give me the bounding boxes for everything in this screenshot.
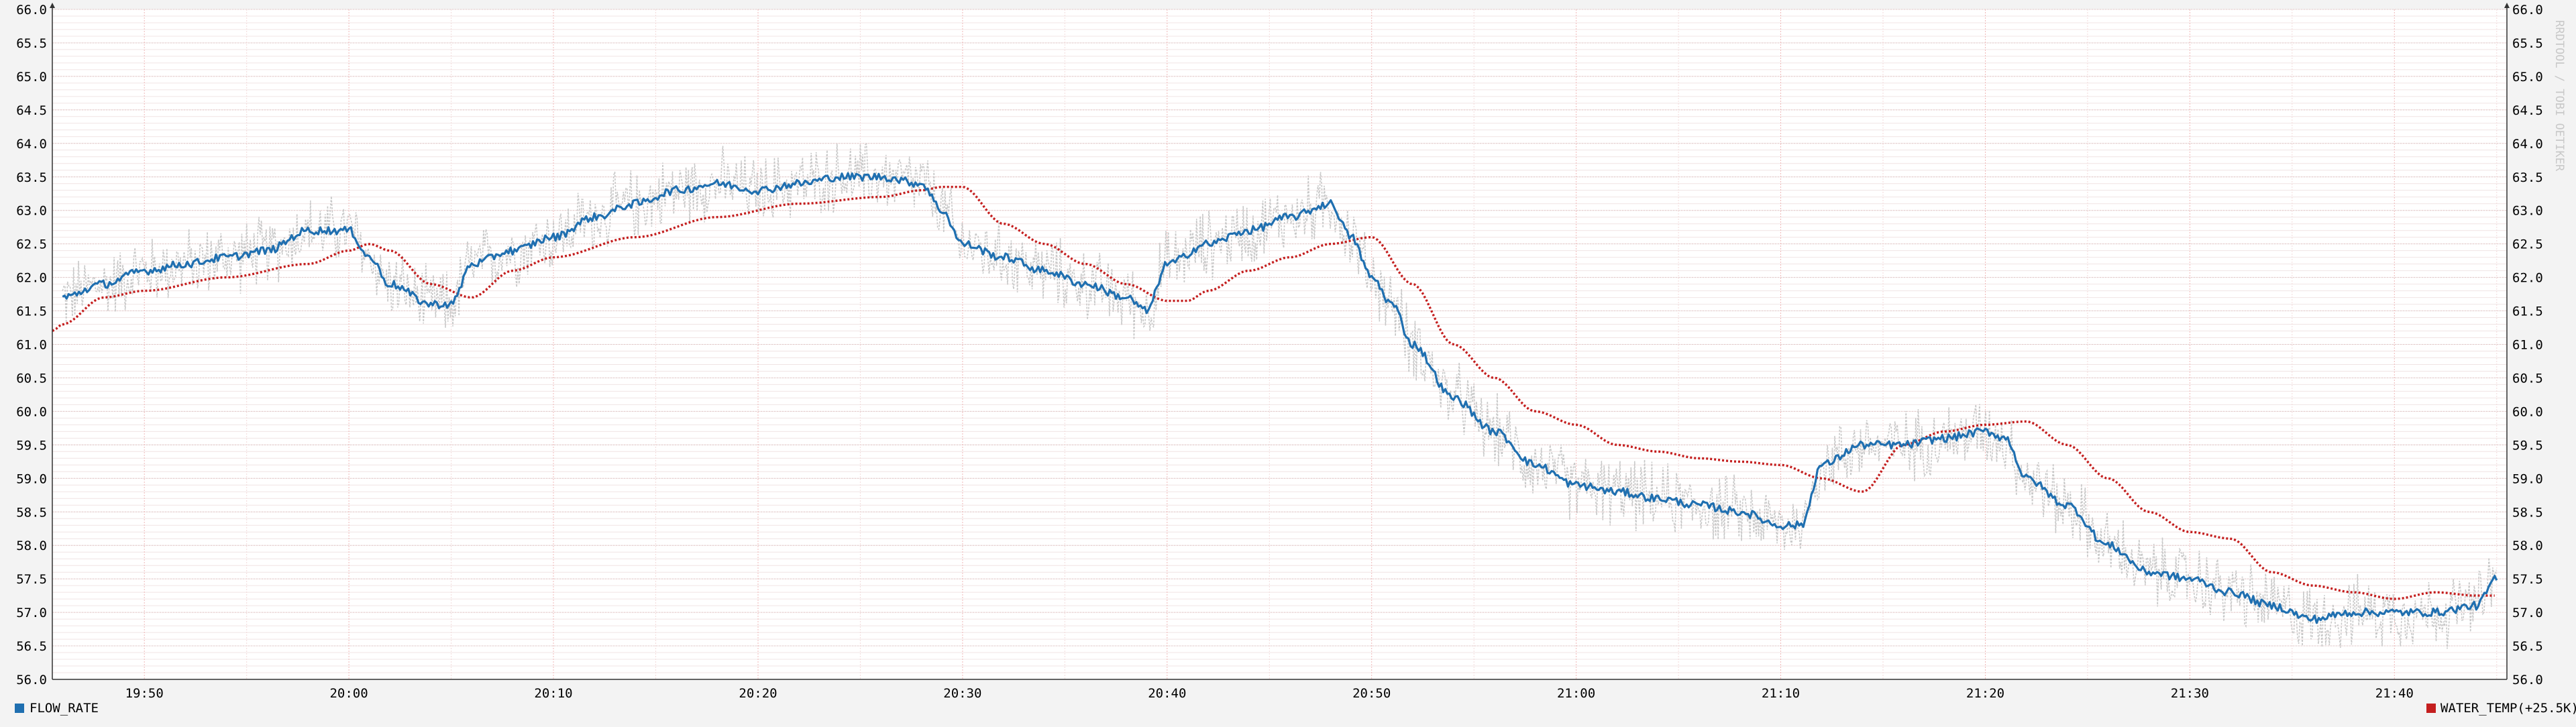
y-tick-label-right: 61.5 [2512, 304, 2543, 319]
y-tick-label-left: 65.0 [16, 70, 47, 85]
y-tick-label-left: 64.0 [16, 137, 47, 152]
y-tick-label-right: 57.0 [2512, 606, 2543, 620]
y-tick-label-right: 60.0 [2512, 404, 2543, 419]
y-tick-label-left: 63.5 [16, 170, 47, 185]
y-tick-label-left: 58.5 [16, 505, 47, 520]
y-tick-label-left: 66.0 [16, 3, 47, 17]
x-tick-label: 20:20 [739, 686, 777, 701]
raw-series [62, 143, 2497, 649]
x-tick-label: 21:30 [2171, 686, 2209, 701]
y-tick-label-left: 56.0 [16, 673, 47, 687]
y-tick-label-right: 59.5 [2512, 438, 2543, 453]
y-tick-label-left: 62.5 [16, 237, 47, 252]
y-tick-labels-left: 56.0 56.5 57.0 57.5 58.0 58.5 59.0 59.5 60.0 60.5… [16, 3, 47, 687]
legend-label-temp: WATER_TEMP(+25.5K) [2440, 701, 2576, 716]
x-tick-label: 21:00 [1557, 686, 1595, 701]
flow-rate-line [62, 172, 2498, 624]
y-tick-label-left: 65.5 [16, 36, 47, 51]
water-temp-series [52, 186, 2495, 600]
y-tick-label-right: 60.5 [2512, 372, 2543, 386]
y-tick-label-right: 63.0 [2512, 204, 2543, 219]
grid [52, 9, 2507, 680]
legend: FLOW_RATE WATER_TEMP(+25.5K) [15, 701, 2576, 716]
x-tick-label: 21:20 [1966, 686, 2004, 701]
y-tick-label-left: 58.0 [16, 539, 47, 553]
axes [50, 3, 2510, 680]
y-tick-label-right: 58.5 [2512, 505, 2543, 520]
y-tick-label-left: 64.5 [16, 103, 47, 118]
y-tick-label-right: 62.0 [2512, 271, 2543, 286]
x-tick-label: 21:40 [2375, 686, 2414, 701]
y-tick-label-right: 56.5 [2512, 639, 2543, 654]
flow-rate-series [62, 172, 2498, 624]
y-tick-label-right: 65.5 [2512, 36, 2543, 51]
legend-swatch-flow [15, 704, 24, 713]
y-tick-label-right: 59.0 [2512, 471, 2543, 486]
x-tick-labels: 19:50 20:00 20:10 20:20 20:30 20:40 20:50 21:00… [125, 686, 2414, 701]
y-tick-label-right: 62.5 [2512, 237, 2543, 252]
y-tick-label-left: 63.0 [16, 204, 47, 219]
watermark: RRDTOOL / TOBI OETIKER [2553, 20, 2566, 172]
y-tick-label-left: 56.5 [16, 639, 47, 654]
y-axis-arrow-left [50, 3, 55, 8]
raw-line [62, 143, 2497, 649]
y-tick-label-left: 60.5 [16, 372, 47, 386]
y-tick-label-left: 57.5 [16, 572, 47, 587]
y-tick-label-left: 59.0 [16, 471, 47, 486]
y-tick-label-left: 57.0 [16, 606, 47, 620]
y-tick-label-right: 57.5 [2512, 572, 2543, 587]
y-tick-label-right: 58.0 [2512, 539, 2543, 553]
x-tick-label: 19:50 [125, 686, 164, 701]
y-tick-label-right: 56.0 [2512, 673, 2543, 687]
x-tick-label: 20:10 [534, 686, 572, 701]
legend-swatch-temp [2426, 704, 2436, 713]
water-temp-line [52, 186, 2495, 600]
legend-label-flow: FLOW_RATE [30, 701, 99, 716]
x-tick-label: 20:50 [1352, 686, 1391, 701]
y-tick-label-left: 61.0 [16, 338, 47, 353]
y-tick-label-right: 64.5 [2512, 103, 2543, 118]
y-tick-label-right: 66.0 [2512, 3, 2543, 17]
y-tick-label-right: 65.0 [2512, 70, 2543, 85]
x-tick-label: 20:00 [329, 686, 368, 701]
y-axis-arrow-right [2504, 3, 2510, 8]
y-tick-label-right: 63.5 [2512, 170, 2543, 185]
y-tick-label-left: 59.5 [16, 438, 47, 453]
y-tick-label-left: 60.0 [16, 404, 47, 419]
y-tick-label-left: 62.0 [16, 271, 47, 286]
y-tick-label-left: 61.5 [16, 304, 47, 319]
x-tick-label: 21:10 [1762, 686, 1800, 701]
y-tick-labels-right: 56.0 56.5 57.0 57.5 58.0 58.5 59.0 59.5 60.0 60.5… [2512, 3, 2543, 687]
x-tick-label: 20:40 [1148, 686, 1186, 701]
y-tick-label-right: 64.0 [2512, 137, 2543, 152]
y-tick-label-right: 61.0 [2512, 338, 2543, 353]
x-tick-label: 20:30 [943, 686, 981, 701]
